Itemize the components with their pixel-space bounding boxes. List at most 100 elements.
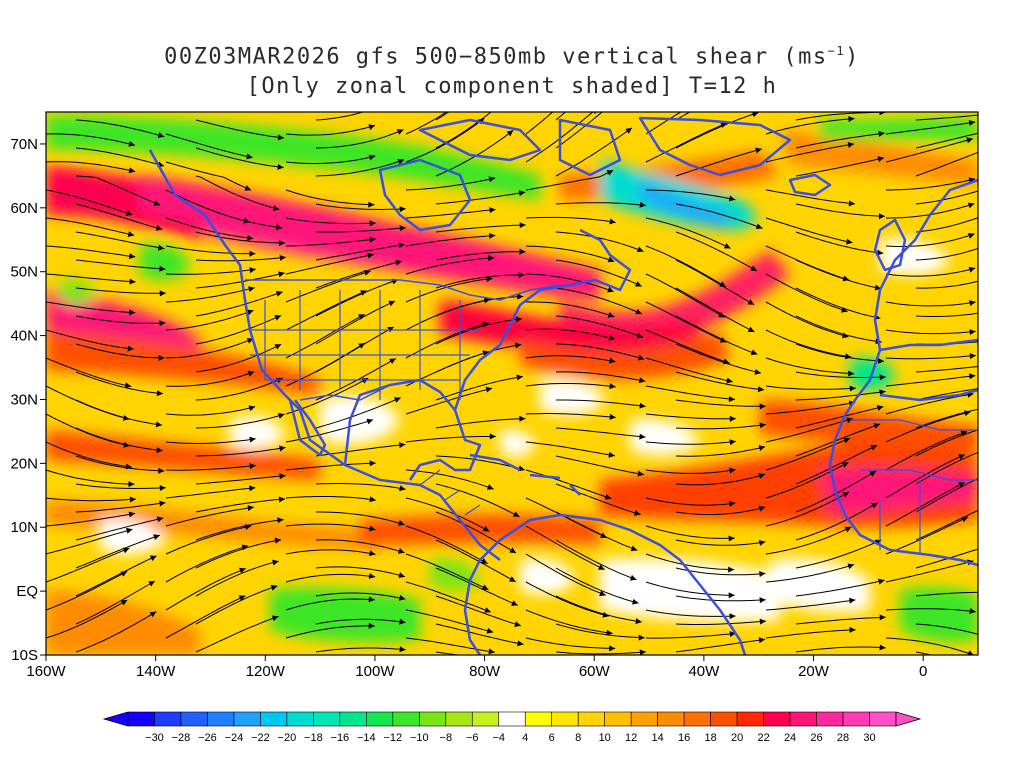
- streamline-arrowhead: [279, 254, 286, 261]
- streamline-arrowhead: [607, 286, 614, 293]
- streamline: [285, 253, 374, 275]
- lon-tick-label: 80W: [469, 663, 501, 680]
- streamline: [46, 512, 136, 527]
- streamline: [195, 539, 282, 569]
- streamline-arrowhead: [842, 492, 849, 498]
- streamline: [555, 202, 646, 206]
- streamline-arrowhead: [998, 271, 1006, 279]
- streamline-arrowhead: [148, 581, 155, 587]
- streamline-arrowhead: [516, 374, 523, 381]
- streamline: [525, 525, 605, 571]
- streamline-arrowhead: [729, 415, 736, 422]
- colorbar-label: −4: [492, 732, 505, 744]
- colorbar-label: −30: [145, 732, 164, 744]
- streamline: [675, 112, 759, 149]
- streamline-arrowhead: [244, 185, 252, 191]
- streamline: [765, 461, 849, 499]
- streamline: [645, 609, 736, 617]
- colorbar-swatch: [551, 711, 579, 727]
- streamline: [315, 227, 406, 233]
- streamline-arrowhead: [841, 462, 849, 468]
- streamline-arrowhead: [238, 595, 246, 601]
- plot-frame: [45, 111, 979, 656]
- streamline: [915, 388, 978, 401]
- streamline: [915, 623, 978, 635]
- colorbar-swatch: [286, 711, 314, 727]
- streamline: [195, 615, 279, 653]
- streamline: [435, 651, 461, 655]
- streamline-arrowhead: [480, 558, 488, 564]
- colorbar-swatch: [524, 711, 553, 727]
- streamline: [795, 203, 886, 217]
- streamline: [675, 287, 755, 333]
- streamline-arrowhead: [399, 442, 406, 449]
- streamline: [315, 618, 406, 625]
- streamline-arrowhead: [506, 130, 514, 137]
- streamline-arrowhead: [125, 527, 133, 534]
- streamline-arrowhead: [751, 112, 759, 118]
- streamline-arrowhead: [397, 548, 405, 554]
- streamline-arrowhead: [638, 377, 646, 384]
- streamline: [675, 343, 762, 374]
- colorbar-label: 20: [731, 732, 743, 744]
- colorbar-swatch: [604, 711, 632, 727]
- streamline: [795, 423, 881, 457]
- colorbar-swatch: [366, 711, 394, 727]
- streamline-arrowhead: [879, 644, 886, 651]
- colorbar-label: 26: [810, 732, 822, 744]
- streamline: [75, 119, 165, 138]
- streamline: [46, 189, 133, 216]
- streamline: [165, 217, 254, 239]
- streamline: [165, 506, 254, 527]
- colorbar-label: −14: [357, 732, 376, 744]
- streamline: [885, 267, 976, 277]
- streamline: [885, 375, 976, 387]
- streamline-arrowhead: [633, 510, 641, 516]
- title-close-paren: ): [845, 44, 860, 70]
- streamline: [525, 637, 616, 649]
- streamline: [795, 646, 886, 653]
- colorbar-label: −10: [410, 732, 429, 744]
- streamline-arrowhead: [395, 259, 402, 266]
- streamline: [915, 408, 978, 429]
- streamline-arrowhead: [277, 163, 284, 170]
- streamline-arrowhead: [961, 516, 968, 523]
- streamline-arrowhead: [968, 266, 976, 273]
- streamline-arrowhead: [957, 482, 965, 488]
- streamline: [285, 496, 376, 501]
- streamline: [285, 313, 365, 359]
- streamline: [46, 570, 128, 611]
- streamline-arrowhead: [639, 402, 646, 409]
- streamline-arrowhead: [729, 631, 736, 637]
- streamline: [75, 399, 163, 426]
- europe-coast: [843, 178, 978, 416]
- colorbar-min-arrow: [102, 711, 129, 727]
- streamline-arrowhead: [840, 306, 848, 313]
- streamline: [315, 279, 399, 317]
- streamline: [765, 143, 855, 163]
- streamline: [195, 291, 283, 317]
- us-state-lines: [250, 290, 480, 400]
- streamline-arrowhead: [842, 332, 849, 339]
- streamline: [75, 502, 166, 513]
- streamline: [915, 247, 978, 261]
- streamline-arrowhead: [128, 167, 136, 174]
- streamline-arrowhead: [999, 336, 1006, 343]
- streamline-arrowhead: [609, 357, 616, 364]
- streamline-arrowhead: [847, 563, 855, 570]
- gulf-of-mexico-coast: [343, 378, 482, 481]
- florida-east-coast: [453, 228, 632, 411]
- streamline-arrowhead: [128, 140, 135, 147]
- streamline: [795, 231, 884, 254]
- streamline-arrowhead: [728, 566, 735, 573]
- streamline: [555, 539, 637, 581]
- streamline: [675, 259, 755, 306]
- british-isles: [873, 218, 907, 272]
- streamline-arrowhead: [608, 334, 615, 341]
- streamline: [195, 560, 279, 597]
- streamline: [795, 287, 881, 319]
- shaded-shear-field: [46, 115, 978, 655]
- streamline-arrowhead: [877, 357, 884, 364]
- lon-tick-label: 100W: [355, 663, 395, 680]
- streamline: [46, 273, 136, 283]
